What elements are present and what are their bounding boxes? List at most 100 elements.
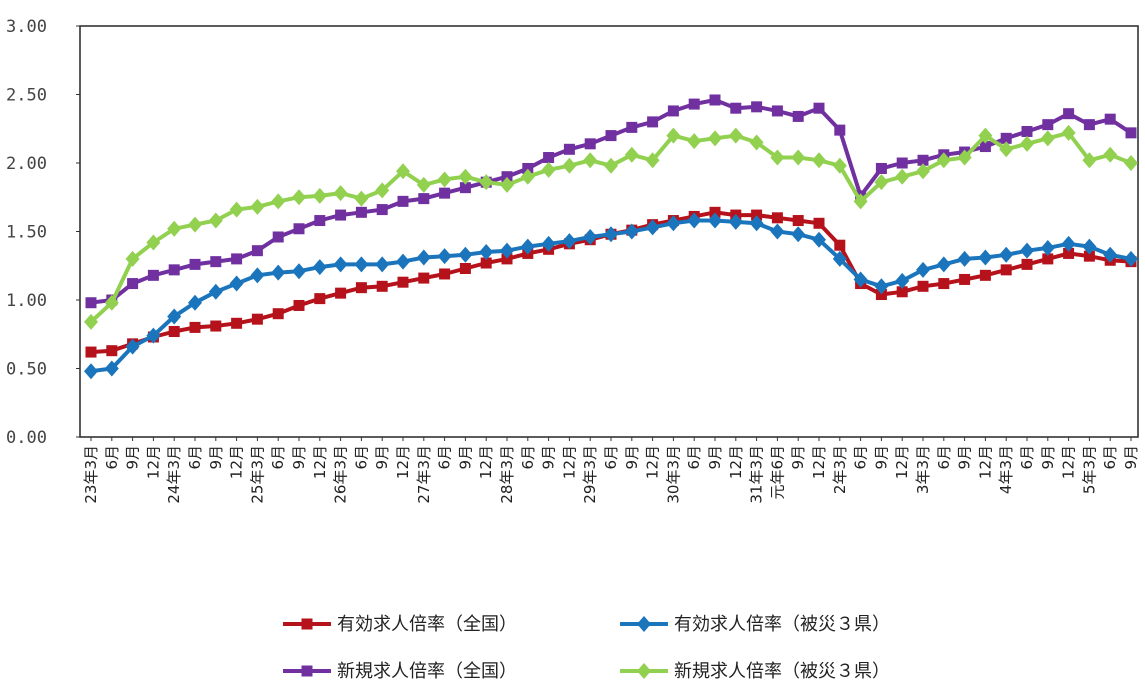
data-point-yuko-zenkoku bbox=[813, 217, 825, 229]
data-point-shinki-hisai bbox=[1020, 135, 1034, 152]
data-point-yuko-zenkoku bbox=[938, 278, 950, 290]
data-point-shinki-zenkoku bbox=[335, 209, 347, 221]
data-point-shinki-zenkoku bbox=[272, 231, 284, 243]
data-point-yuko-hisai bbox=[229, 275, 244, 292]
data-point-shinki-zenkoku bbox=[647, 116, 659, 128]
data-point-shinki-hisai bbox=[125, 250, 140, 267]
data-point-shinki-hisai bbox=[354, 190, 369, 207]
data-point-shinki-zenkoku bbox=[543, 152, 555, 164]
series-shinki-hisai bbox=[84, 124, 1138, 330]
data-point-yuko-hisai bbox=[1061, 235, 1076, 252]
x-tick-label: 12月 bbox=[644, 445, 662, 479]
x-tick-label: 6月 bbox=[852, 445, 870, 470]
data-point-yuko-hisai bbox=[1040, 239, 1055, 256]
data-point-yuko-hisai bbox=[1020, 242, 1034, 259]
data-point-yuko-zenkoku bbox=[85, 346, 97, 358]
data-point-shinki-hisai bbox=[541, 161, 556, 178]
data-point-shinki-hisai bbox=[208, 212, 223, 229]
x-tick-label: 12月 bbox=[394, 445, 412, 479]
legend-swatch-marker bbox=[301, 665, 313, 677]
x-tick-label: 元年6月 bbox=[768, 445, 786, 500]
data-point-shinki-hisai bbox=[978, 127, 993, 144]
x-tick-label: 29年3月 bbox=[581, 445, 599, 504]
x-tick-label: 12月 bbox=[976, 445, 994, 479]
data-point-yuko-hisai bbox=[167, 308, 182, 325]
x-tick-label: 6月 bbox=[186, 445, 204, 470]
data-point-yuko-zenkoku bbox=[709, 206, 721, 218]
x-tick-label: 9月 bbox=[456, 445, 474, 470]
x-tick-label: 28年3月 bbox=[498, 445, 516, 504]
data-point-yuko-hisai bbox=[832, 250, 847, 267]
data-point-shinki-hisai bbox=[479, 174, 494, 191]
data-point-yuko-zenkoku bbox=[314, 293, 326, 305]
legend-swatch-marker bbox=[637, 663, 651, 679]
data-point-shinki-zenkoku bbox=[751, 101, 763, 113]
data-point-shinki-zenkoku bbox=[1125, 127, 1137, 139]
data-point-shinki-zenkoku bbox=[626, 121, 638, 133]
data-point-yuko-hisai bbox=[583, 228, 598, 245]
y-tick-label: 0.00 bbox=[6, 428, 47, 448]
x-tick-label: 24年3月 bbox=[165, 445, 183, 504]
data-point-yuko-hisai bbox=[312, 259, 327, 276]
x-tick-label: 4年3月 bbox=[997, 445, 1015, 494]
data-point-yuko-hisai bbox=[874, 278, 889, 295]
data-point-yuko-hisai bbox=[562, 233, 577, 250]
data-point-shinki-zenkoku bbox=[501, 171, 513, 183]
data-point-shinki-hisai bbox=[312, 187, 327, 204]
data-point-shinki-hisai bbox=[188, 216, 202, 233]
data-point-shinki-hisai bbox=[104, 294, 119, 311]
data-point-yuko-zenkoku bbox=[231, 317, 243, 329]
data-point-yuko-hisai bbox=[500, 242, 514, 259]
data-point-shinki-hisai bbox=[458, 168, 473, 185]
legend-label: 新規求人倍率（全国） bbox=[337, 661, 517, 682]
legend-label: 新規求人倍率（被災３県） bbox=[674, 661, 890, 682]
data-point-shinki-zenkoku bbox=[917, 154, 929, 166]
legend-label: 有効求人倍率（被災３県） bbox=[674, 614, 890, 635]
legend-item-shinki-zenkoku: 新規求人倍率（全国） bbox=[283, 661, 517, 682]
data-point-yuko-hisai bbox=[666, 215, 681, 232]
data-point-yuko-zenkoku bbox=[251, 313, 263, 325]
data-point-yuko-zenkoku bbox=[106, 345, 118, 357]
data-point-yuko-hisai bbox=[791, 226, 806, 243]
data-point-shinki-zenkoku bbox=[376, 204, 388, 216]
data-point-shinki-zenkoku bbox=[418, 193, 430, 205]
data-point-yuko-zenkoku bbox=[210, 320, 222, 332]
data-point-yuko-zenkoku bbox=[771, 212, 783, 224]
data-point-yuko-hisai bbox=[125, 338, 140, 355]
data-point-yuko-zenkoku bbox=[376, 280, 388, 292]
data-point-shinki-hisai bbox=[916, 163, 930, 180]
data-point-yuko-hisai bbox=[999, 246, 1014, 263]
x-tick-label: 6月 bbox=[602, 445, 620, 470]
data-point-shinki-zenkoku bbox=[1063, 108, 1075, 120]
data-point-yuko-zenkoku bbox=[335, 287, 347, 299]
data-point-shinki-hisai bbox=[687, 133, 702, 150]
legend-item-yuko-hisai: 有効求人倍率（被災３県） bbox=[620, 614, 890, 635]
data-point-shinki-hisai bbox=[604, 157, 618, 174]
data-point-yuko-zenkoku bbox=[1063, 247, 1075, 259]
x-tick-label: 9月 bbox=[207, 445, 225, 470]
data-point-yuko-zenkoku bbox=[459, 262, 471, 274]
x-tick-label: 12月 bbox=[144, 445, 162, 479]
data-point-shinki-hisai bbox=[1040, 130, 1055, 147]
data-point-yuko-hisai bbox=[292, 263, 306, 280]
data-point-yuko-hisai bbox=[458, 246, 473, 263]
data-point-shinki-zenkoku bbox=[314, 215, 326, 227]
x-tick-label: 9月 bbox=[1039, 445, 1057, 470]
data-point-shinki-zenkoku bbox=[771, 105, 783, 117]
data-point-shinki-hisai bbox=[1103, 146, 1118, 163]
data-point-yuko-hisai bbox=[978, 249, 993, 266]
data-point-yuko-zenkoku bbox=[896, 286, 908, 298]
data-point-yuko-hisai bbox=[250, 267, 265, 284]
data-point-yuko-zenkoku bbox=[979, 269, 991, 281]
x-tick-label: 6月 bbox=[436, 445, 454, 470]
x-tick-label: 9月 bbox=[373, 445, 391, 470]
x-tick-label: 3年3月 bbox=[914, 445, 932, 494]
data-point-yuko-hisai bbox=[437, 248, 452, 265]
data-point-shinki-hisai bbox=[957, 149, 972, 166]
data-point-shinki-hisai bbox=[583, 152, 598, 169]
data-point-yuko-zenkoku bbox=[1000, 264, 1012, 276]
data-point-yuko-hisai bbox=[936, 256, 951, 273]
data-point-shinki-hisai bbox=[708, 130, 722, 147]
data-point-shinki-hisai bbox=[666, 127, 681, 144]
